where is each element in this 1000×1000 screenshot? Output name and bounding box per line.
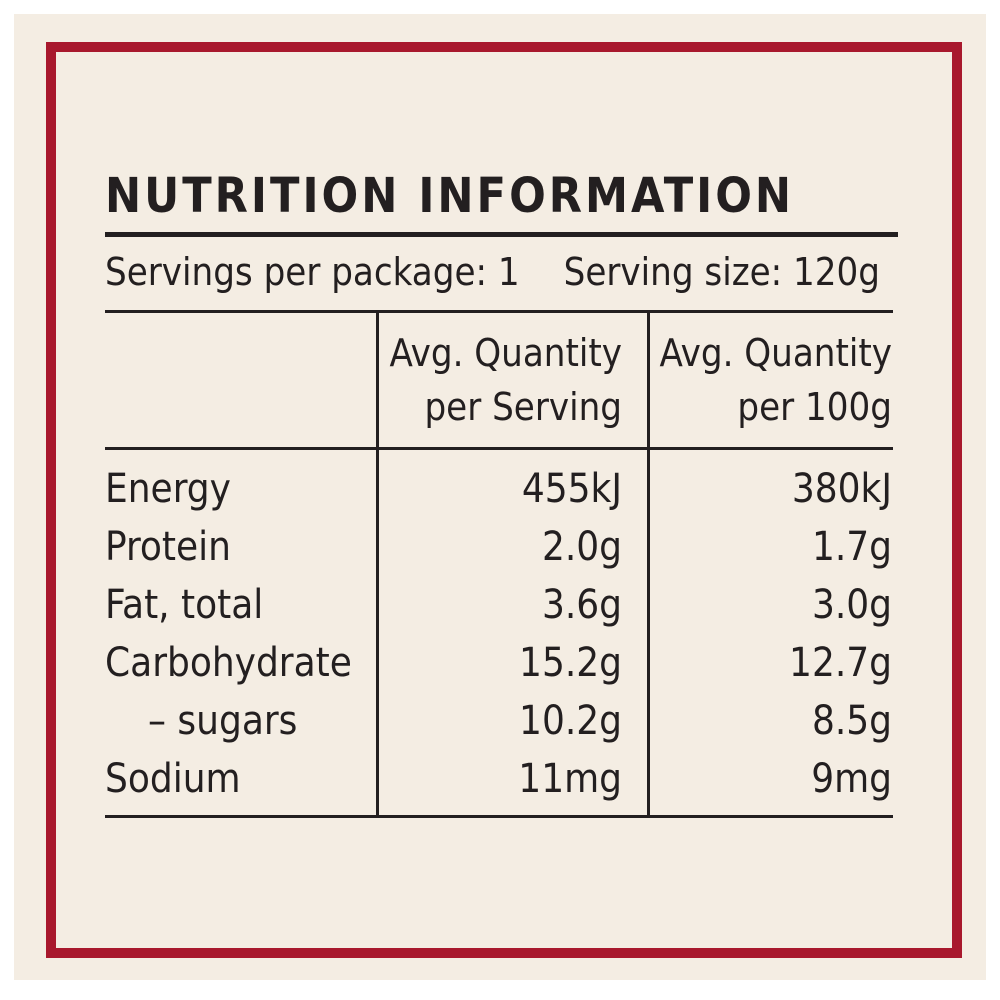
background [14,14,986,980]
table-cell: Carbohydrate [105,640,352,686]
table-cell: Fat, total [105,582,264,628]
column-line [376,310,379,818]
table-cell: – sugars [148,698,298,744]
table-cell: 3.6g [541,582,622,628]
servings-per-package: Servings per package: 1 [105,250,520,294]
table-cell: 455kJ [521,466,622,512]
table-cell: 380kJ [791,466,892,512]
title: NUTRITION INFORMATION [105,168,795,224]
rule [105,232,898,237]
border [46,42,962,958]
table-cell: 12.7g [789,640,892,686]
table-cell: 2.0g [541,524,622,570]
table-cell: 1.7g [811,524,892,570]
column-header: Avg. Quantity per 100g [659,331,892,429]
table-cell: Energy [105,466,231,512]
column-header: Avg. Quantity per Serving [389,331,622,429]
table-cell: 3.0g [811,582,892,628]
table-cell: 11mg [518,756,622,802]
table-cell: Sodium [105,756,241,802]
serving-size: Serving size: 120g [563,250,881,294]
table-cell: 10.2g [519,698,622,744]
table-cell: Protein [105,524,231,570]
table-cell: 15.2g [519,640,622,686]
table-cell: 8.5g [811,698,892,744]
servings: Servings per package: 1 Serving size: 120… [105,250,924,294]
rule [105,447,893,450]
column-line [647,310,650,818]
rule [105,815,893,818]
rule [105,310,893,313]
table-cell: 9mg [811,756,892,802]
